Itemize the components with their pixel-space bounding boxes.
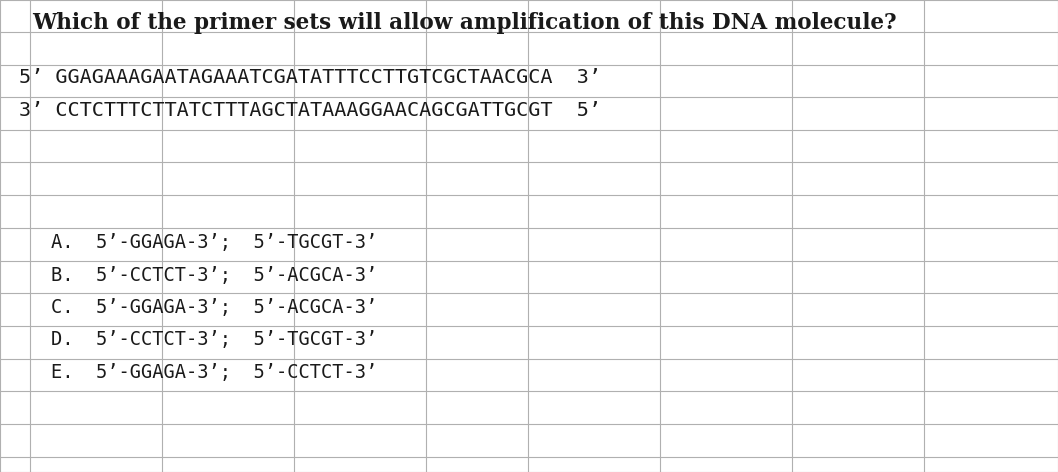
Text: C.  5’-GGAGA-3’;  5’-ACGCA-3’: C. 5’-GGAGA-3’; 5’-ACGCA-3’ (51, 298, 377, 317)
Text: A.  5’-GGAGA-3’;  5’-TGCGT-3’: A. 5’-GGAGA-3’; 5’-TGCGT-3’ (51, 233, 377, 252)
Text: 5’ GGAGAAAGAATAGAAATCGATATTTCCTTGTCGCTAACGCA  3’: 5’ GGAGAAAGAATAGAAATCGATATTTCCTTGTCGCTAA… (19, 68, 601, 87)
Text: D.  5’-CCTCT-3’;  5’-TGCGT-3’: D. 5’-CCTCT-3’; 5’-TGCGT-3’ (51, 330, 377, 349)
Text: E.  5’-GGAGA-3’;  5’-CCTCT-3’: E. 5’-GGAGA-3’; 5’-CCTCT-3’ (51, 363, 377, 382)
Text: Which of the primer sets will allow amplification of this DNA molecule?: Which of the primer sets will allow ampl… (32, 12, 896, 34)
Text: 3’ CCTCTTTCTTATCTTTAGCTATAAAGGAACAGCGATTGCGT  5’: 3’ CCTCTTTCTTATCTTTAGCTATAAAGGAACAGCGATT… (19, 101, 601, 120)
Text: B.  5’-CCTCT-3’;  5’-ACGCA-3’: B. 5’-CCTCT-3’; 5’-ACGCA-3’ (51, 265, 377, 285)
